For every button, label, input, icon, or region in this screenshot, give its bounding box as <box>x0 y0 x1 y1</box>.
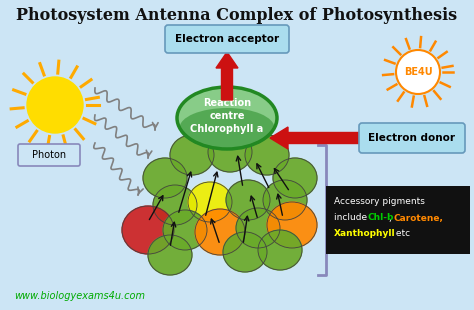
Ellipse shape <box>188 182 232 222</box>
Circle shape <box>27 77 83 133</box>
FancyBboxPatch shape <box>165 25 289 53</box>
Ellipse shape <box>245 135 289 175</box>
Ellipse shape <box>226 180 270 220</box>
Text: Carotene,: Carotene, <box>394 214 444 223</box>
Ellipse shape <box>263 180 307 220</box>
Ellipse shape <box>236 208 280 248</box>
Text: include: include <box>334 214 370 223</box>
FancyBboxPatch shape <box>326 186 470 254</box>
Ellipse shape <box>273 158 317 198</box>
Text: Chl-b: Chl-b <box>368 214 394 223</box>
Ellipse shape <box>170 135 214 175</box>
Text: Photosystem Antenna Complex of Photosynthesis: Photosystem Antenna Complex of Photosynt… <box>17 7 457 24</box>
Ellipse shape <box>148 235 192 275</box>
Text: ,: , <box>388 214 391 223</box>
Ellipse shape <box>258 230 302 270</box>
FancyArrow shape <box>270 127 360 149</box>
Text: BE4U: BE4U <box>404 67 432 77</box>
Text: Photon: Photon <box>32 150 66 160</box>
Text: etc: etc <box>393 229 410 238</box>
Ellipse shape <box>267 202 317 248</box>
FancyBboxPatch shape <box>359 123 465 153</box>
Ellipse shape <box>122 206 174 254</box>
Text: Electron acceptor: Electron acceptor <box>175 34 279 44</box>
Text: Xanthophyll: Xanthophyll <box>334 229 396 238</box>
Text: Reaction
centre
Chlorophyll a: Reaction centre Chlorophyll a <box>191 98 264 134</box>
Ellipse shape <box>223 232 267 272</box>
Text: Electron donor: Electron donor <box>368 133 456 143</box>
Ellipse shape <box>143 158 187 198</box>
Ellipse shape <box>195 209 245 255</box>
Circle shape <box>396 50 440 94</box>
Ellipse shape <box>180 108 274 148</box>
FancyBboxPatch shape <box>18 144 80 166</box>
Ellipse shape <box>177 87 277 149</box>
Ellipse shape <box>153 185 197 225</box>
Ellipse shape <box>208 132 252 172</box>
Text: www.biologyexams4u.com: www.biologyexams4u.com <box>14 291 145 301</box>
Ellipse shape <box>163 210 207 250</box>
FancyArrow shape <box>216 52 238 100</box>
Text: Accessory pigments: Accessory pigments <box>334 197 425 206</box>
